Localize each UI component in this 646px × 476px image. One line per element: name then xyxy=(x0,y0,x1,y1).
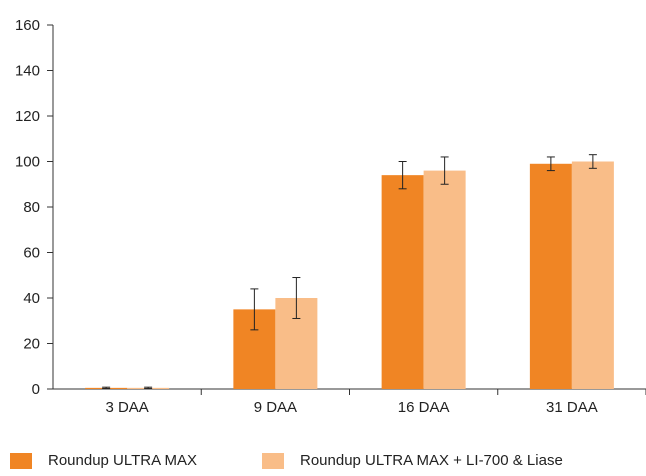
bar-series-1-3 xyxy=(381,175,424,389)
bar-series-2-4 xyxy=(571,161,614,389)
legend-label-series-2: Roundup ULTRA MAX + LI-700 & Liase xyxy=(300,452,563,469)
x-tick-label: 31 DAA xyxy=(546,399,598,416)
legend-item-series-1: Roundup ULTRA MAX xyxy=(10,452,197,469)
legend-swatch-series-2 xyxy=(262,452,284,469)
y-axis: 0 20 40 60 80 100 120 140 160 xyxy=(15,17,54,398)
y-tick-label: 20 xyxy=(23,336,40,353)
error-bar-series-2-3 xyxy=(440,156,449,185)
bar-series-2-3 xyxy=(423,170,466,389)
y-tick-label: 140 xyxy=(15,63,40,80)
error-bar-series-2-2 xyxy=(292,277,301,319)
error-bar-series-1-4 xyxy=(546,156,555,172)
y-tick-label: 40 xyxy=(23,290,40,307)
legend-swatch-series-1 xyxy=(10,452,32,469)
bar-series-1-4 xyxy=(529,163,572,389)
error-bar-series-1-2 xyxy=(250,288,259,331)
x-axis: 3 DAA 9 DAA 16 DAA 31 DAA xyxy=(53,388,646,416)
error-bars xyxy=(102,154,597,390)
y-tick-label: 120 xyxy=(15,108,40,125)
error-bar-series-2-1 xyxy=(144,386,153,390)
y-tick-label: 160 xyxy=(15,17,40,34)
legend-label-series-1: Roundup ULTRA MAX xyxy=(48,452,197,469)
legend: Roundup ULTRA MAX Roundup ULTRA MAX + LI… xyxy=(0,452,646,476)
x-tick-label: 9 DAA xyxy=(254,399,297,416)
error-bar-series-2-4 xyxy=(588,154,597,169)
bar-chart: 0 20 40 60 80 100 120 140 160 3 DAA 9 DAA 16 DAA 31… xyxy=(15,17,646,416)
legend-item-series-2: Roundup ULTRA MAX + LI-700 & Liase xyxy=(262,452,563,469)
x-tick-label: 3 DAA xyxy=(105,399,148,416)
error-bar-series-1-1 xyxy=(102,386,111,390)
x-tick-label: 16 DAA xyxy=(398,399,450,416)
error-bar-series-1-3 xyxy=(398,161,407,190)
y-tick-label: 80 xyxy=(23,199,40,216)
y-tick-label: 100 xyxy=(15,154,40,171)
bars xyxy=(85,161,614,389)
y-tick-label: 60 xyxy=(23,245,40,262)
y-tick-label: 0 xyxy=(32,381,40,398)
